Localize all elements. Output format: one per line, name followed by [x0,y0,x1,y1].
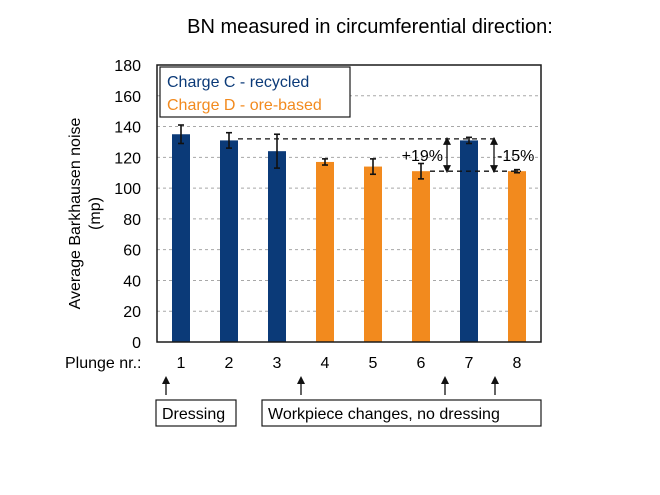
x-tick-label: 4 [321,355,330,372]
error-bars-group [178,124,520,180]
x-tick-labels: 1 2 3 4 5 6 7 8 [177,355,522,372]
y-tick-label: 80 [123,212,141,229]
x-axis-label: Plunge nr.: [65,355,142,372]
y-tick-labels: 0 20 40 60 80 100 120 140 160 180 [114,58,141,352]
annotation-plus-19: +19% [402,148,443,165]
notes-group: Dressing Workpiece changes, no dressing [155,399,542,427]
bar-plunge-4 [316,161,334,342]
legend-box [159,66,351,118]
chart-title: BN measured in circumferential direction… [187,16,553,38]
y-tick-label: 60 [123,243,141,260]
annotation-group: +19% -15% [238,136,534,174]
y-tick-label: 140 [114,120,141,137]
annotation-minus-15: -15% [497,148,534,165]
event-arrows [162,376,499,395]
x-tick-label: 6 [417,355,426,372]
legend: Charge C - recycled Charge D - ore-based [159,66,351,118]
legend-entry-charge-d: Charge D - ore-based [167,97,322,114]
y-tick-label: 180 [114,58,141,75]
bar-plunge-7 [460,140,478,342]
bar-plunge-5 [364,166,382,342]
bar-plunge-1 [172,134,190,342]
workpiece-note-box [261,399,542,427]
bar-plunge-3 [268,151,286,342]
x-tick-label: 3 [273,355,282,372]
plot-frame [156,64,542,343]
y-tick-label: 20 [123,304,141,321]
x-tick-label: 7 [465,355,474,372]
y-axis-label: Average Barkhausen noise (mp) [67,117,104,309]
y-tick-label: 120 [114,150,141,167]
bars-group [172,134,526,342]
gridlines [157,95,541,312]
y-tick-label: 0 [132,335,141,352]
workpiece-note: Workpiece changes, no dressing [268,406,500,423]
x-tick-label: 8 [513,355,522,372]
x-tick-label: 1 [177,355,186,372]
dressing-note: Dressing [162,406,225,423]
y-tick-label: 160 [114,89,141,106]
y-tick-label: 40 [123,273,141,290]
dressing-note-box [155,399,237,427]
x-tick-label: 5 [369,355,378,372]
bar-plunge-6 [412,171,430,342]
bar-plunge-2 [220,140,238,342]
y-tick-label: 100 [114,181,141,198]
legend-entry-charge-c: Charge C - recycled [167,74,309,91]
x-tick-label: 2 [225,355,234,372]
bar-plunge-8 [508,171,526,342]
